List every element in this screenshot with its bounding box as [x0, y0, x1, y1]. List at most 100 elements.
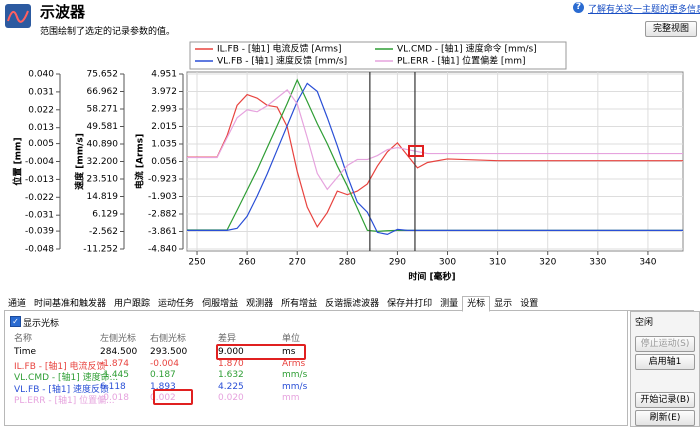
column-header: 右侧光标: [150, 334, 187, 344]
tab[interactable]: 反谐振滤波器: [325, 299, 380, 309]
column-header: 左侧光标: [100, 334, 137, 344]
y-tick-label: 58.271: [87, 105, 119, 115]
highlight-box: [408, 145, 424, 157]
tab[interactable]: 用户跟踪: [114, 299, 151, 309]
table-cell: -0.004: [150, 358, 180, 369]
table-cell: 6.118: [100, 381, 126, 392]
series-line: [187, 89, 683, 191]
y-tick-label: 0.040: [28, 70, 54, 80]
x-tick-label: 300: [439, 258, 456, 268]
legend-label: VL.CMD - [轴1] 速度命令 [mm/s]: [397, 43, 537, 55]
table-cell: 0.020: [218, 393, 244, 403]
y-tick-label: -3.861: [148, 227, 177, 237]
x-axis-label: 时间 [毫秒]: [408, 271, 455, 283]
x-tick-label: 260: [239, 258, 256, 268]
y-tick-label: -2.882: [148, 210, 177, 220]
y-tick-label: 0.013: [28, 123, 54, 133]
y-axis-label: 位置 [mm]: [12, 137, 24, 185]
tab-bar: 通道 时间基准和触发器 用户跟踪 运动任务 伺服增益 观测器 所有增益 反谐振滤波器 保存并打印…: [4, 296, 694, 312]
y-tick-label: 2.993: [151, 104, 177, 114]
table-cell: IL.FB - [轴1] 电流反馈: [14, 361, 106, 372]
table-cell: 1.870: [218, 358, 244, 369]
tab[interactable]: 测量: [440, 299, 459, 309]
page-title: 示波器: [40, 3, 86, 21]
table-cell: VL.CMD - [轴1] 速度命...: [14, 373, 119, 383]
button: 停止运动(S): [635, 336, 695, 352]
legend-label: PL.ERR - [轴1] 位置偏差 [mm]: [397, 55, 526, 67]
table-cell: -0.018: [100, 393, 130, 403]
x-tick-label: 340: [639, 258, 656, 268]
table-cell: mm: [282, 393, 300, 403]
y-tick-label: -0.022: [25, 193, 54, 203]
table-cell: 1.632: [218, 370, 244, 380]
button[interactable]: 启用轴1: [635, 354, 695, 370]
help-link[interactable]: 了解有关这一主题的更多信息: [588, 5, 700, 15]
x-tick-label: 250: [188, 258, 205, 268]
status-label: 空闲: [635, 318, 654, 328]
tab[interactable]: 所有增益: [281, 299, 318, 309]
table-cell: mm/s: [282, 370, 308, 380]
y-tick-label: 0.056: [151, 157, 177, 167]
y-tick-label: 0.005: [28, 139, 54, 149]
side-panel: 空闲停止运动(S) 启用轴1 开始记录(B) 刷新(E): [630, 311, 700, 427]
y-tick-label: -0.048: [25, 245, 54, 255]
table-cell: -1.445: [100, 370, 130, 380]
y-tick-label: 40.890: [87, 140, 119, 150]
full-view-button[interactable]: 完整视图: [645, 21, 697, 37]
legend-label: IL.FB - [轴1] 电流反馈 [Arms]: [217, 43, 342, 55]
y-tick-label: -0.004: [25, 157, 54, 167]
tab[interactable]: 时间基准和触发器: [34, 299, 107, 309]
tab[interactable]: 保存并打印: [387, 299, 433, 309]
y-tick-label: -0.039: [25, 227, 54, 237]
tab[interactable]: 设置: [520, 299, 539, 309]
button[interactable]: 开始记录(B): [635, 392, 695, 408]
button[interactable]: 刷新(E): [635, 410, 695, 426]
help-icon[interactable]: ?: [573, 2, 584, 13]
tab[interactable]: 光标: [462, 296, 491, 312]
y-tick-label: -4.840: [148, 245, 177, 255]
tab[interactable]: 观测器: [246, 299, 274, 309]
table-cell: 284.500: [100, 347, 138, 357]
highlight-box: [216, 344, 306, 360]
y-tick-label: -11.252: [83, 245, 118, 255]
y-tick-label: -1.903: [148, 192, 177, 202]
y-tick-label: 2.015: [151, 122, 177, 132]
cursor-table: 名称 左侧光标 右侧光标 差异 单位 Time 284.500 293.500 9.000 ms I…: [10, 331, 610, 409]
y-tick-label: -0.031: [25, 211, 54, 221]
y-tick-label: -2.562: [89, 227, 118, 237]
tab[interactable]: 通道: [8, 299, 27, 309]
x-tick-label: 320: [539, 258, 556, 268]
y-tick-label: 32.200: [87, 157, 119, 167]
table-cell: 9.000: [218, 347, 244, 357]
checkbox[interactable]: ✓: [10, 316, 21, 327]
y-tick-label: 49.581: [87, 122, 119, 132]
highlight-box: [153, 389, 193, 405]
y-tick-label: 0.022: [28, 105, 54, 115]
y-tick-label: -0.013: [25, 175, 54, 185]
cursor-panel: [4, 311, 628, 426]
x-tick-label: 330: [589, 258, 606, 268]
table-cell: VL.FB - [轴1] 速度反馈: [14, 384, 109, 395]
table-cell: 0.187: [150, 370, 176, 380]
chart: 250 260 270 280 290 300 310 320 330 340 时间 [毫秒] 位置 …: [12, 41, 684, 283]
x-tick-label: 290: [389, 258, 406, 268]
y-tick-label: 4.951: [151, 70, 177, 80]
table-cell: mm/s: [282, 381, 308, 392]
table-cell: 1.893: [150, 381, 176, 392]
legend-label: VL.FB - [轴1] 速度反馈 [mm/s]: [217, 55, 347, 67]
table-cell: 4.225: [218, 381, 244, 392]
column-header: 单位: [282, 334, 301, 344]
tab[interactable]: 运动任务: [158, 299, 195, 309]
table-cell: PL.ERR - [轴1] 位置偏...: [14, 396, 115, 406]
tab[interactable]: 显示: [494, 299, 513, 309]
x-tick-label: 270: [289, 258, 306, 268]
y-tick-label: 6.129: [92, 209, 118, 219]
subtitle: 范围绘制了选定的记录参数的值。: [40, 27, 176, 37]
y-tick-label: 0.031: [28, 87, 54, 97]
table-cell: Time: [14, 347, 37, 357]
y-tick-label: -0.923: [148, 174, 177, 184]
table-cell: 293.500: [150, 347, 188, 357]
tab[interactable]: 伺服增益: [202, 299, 239, 309]
table-cell: ms: [282, 347, 296, 357]
